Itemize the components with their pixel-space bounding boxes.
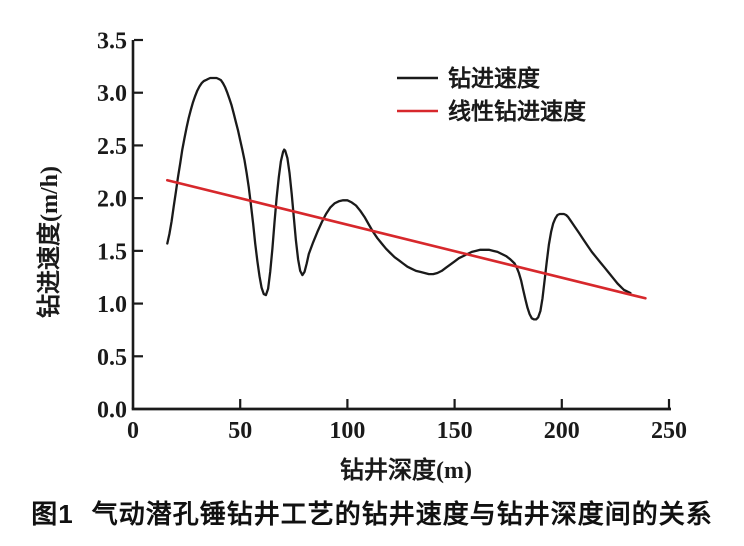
linear-trend-line	[166, 178, 647, 300]
x-tick-label: 200	[544, 418, 580, 444]
legend: 钻进速度 线性钻进速度	[397, 65, 587, 124]
y-axis-tick-labels: 0.0 0.5 1.0 1.5 2.0 2.5 3.0 3.5	[97, 29, 127, 424]
y-tick-label: 1.5	[97, 239, 127, 265]
axes: 0.0 0.5 1.0 1.5 2.0 2.5 3.0 3.5 0 50 100 150 200 250	[97, 29, 687, 445]
y-tick-label: 2.0	[97, 187, 127, 213]
x-axis-title: 钻井深度(m)	[340, 456, 472, 484]
x-tick-label: 50	[228, 418, 252, 444]
x-tick-label: 150	[437, 418, 473, 444]
legend-label-drilling-speed: 钻进速度	[448, 65, 541, 91]
y-tick-label: 0.0	[97, 398, 127, 424]
y-tick-label: 2.5	[97, 134, 127, 160]
x-axis-tick-labels: 0 50 100 150 200 250	[127, 418, 687, 444]
figure-caption: 图1 气动潜孔锤钻井工艺的钻井速度与钻井深度间的关系	[0, 494, 744, 531]
y-axis-title: 钻进速度(m/h)	[35, 166, 63, 318]
drilling-speed-curve	[166, 76, 632, 321]
y-tick-label: 3.5	[97, 29, 127, 55]
legend-label-linear-drilling-speed: 线性钻进速度	[448, 98, 587, 124]
x-tick-label: 0	[127, 418, 139, 444]
y-tick-label: 0.5	[97, 345, 127, 371]
figure-caption-text: 气动潜孔锤钻井工艺的钻井速度与钻井深度间的关系	[91, 499, 713, 529]
x-tick-label: 100	[329, 418, 365, 444]
figure-caption-number: 图1	[31, 499, 74, 529]
y-tick-label: 1.0	[97, 292, 127, 318]
x-tick-label: 250	[651, 418, 687, 444]
x-axis-ticks	[239, 399, 671, 408]
y-axis-ticks	[134, 38, 143, 358]
line-chart: 0.0 0.5 1.0 1.5 2.0 2.5 3.0 3.5 0 50 100 150 200 250…	[35, 29, 687, 485]
y-tick-label: 3.0	[97, 81, 127, 107]
